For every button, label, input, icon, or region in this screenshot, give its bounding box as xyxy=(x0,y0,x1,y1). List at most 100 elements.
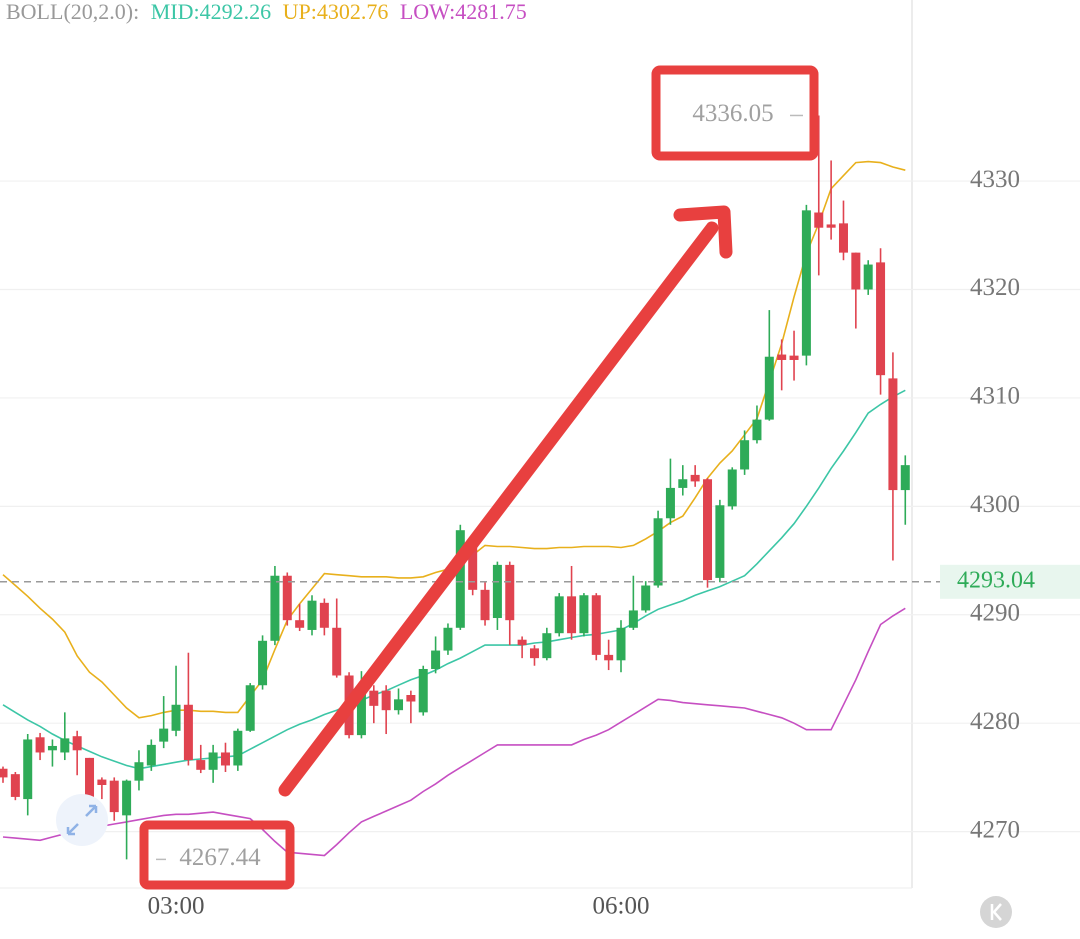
y-tick-label: 4280 xyxy=(970,708,1020,735)
legend-low: LOW:4281.75 xyxy=(400,0,527,24)
collapse-icon xyxy=(990,903,1002,921)
candle-body xyxy=(826,224,836,228)
y-tick-label: 4290 xyxy=(970,600,1020,627)
candle-body xyxy=(752,419,762,441)
highlight xyxy=(139,65,819,890)
band-line xyxy=(2,607,906,857)
candle-body xyxy=(517,639,527,646)
candle-body xyxy=(789,355,799,360)
candle-body xyxy=(394,699,404,711)
y-tick-label: 4330 xyxy=(970,166,1020,193)
candle-body xyxy=(529,648,539,659)
candle-body xyxy=(134,762,144,781)
y-tick-label: 4300 xyxy=(970,491,1020,518)
candle-body xyxy=(851,252,861,290)
legend: BOLL(20,2.0): MID:4292.26 UP:4302.76 LOW… xyxy=(6,0,527,24)
price-label: 4293.04 xyxy=(957,567,1035,593)
candle-body xyxy=(369,690,379,706)
candle-body xyxy=(282,575,292,621)
candle-body xyxy=(146,744,156,766)
candle-body xyxy=(109,780,119,813)
candle-body xyxy=(653,518,663,586)
candle-body xyxy=(0,768,8,778)
candle-body xyxy=(591,595,601,655)
candle-body xyxy=(418,668,428,713)
candle-body xyxy=(678,479,688,488)
candle-body xyxy=(183,704,193,761)
candle-body xyxy=(616,627,626,661)
expand-button[interactable] xyxy=(56,794,108,846)
candle-body xyxy=(295,620,305,628)
candle-body xyxy=(740,440,750,470)
expand-icon xyxy=(66,804,98,836)
candle-body xyxy=(431,650,441,669)
candle-body xyxy=(356,690,366,736)
candle-body xyxy=(381,690,391,711)
candle-body xyxy=(468,539,478,590)
candle-body xyxy=(505,564,515,621)
candle-body xyxy=(72,736,82,751)
legend-mid: MID:4292.26 xyxy=(151,0,271,24)
x-tick-label: 03:00 xyxy=(148,893,205,920)
min-label: 4267.44 xyxy=(179,844,261,871)
max-box xyxy=(651,65,819,161)
candle-body xyxy=(628,610,638,628)
x-tick-label: 06:00 xyxy=(593,893,650,920)
max-label: 4336.05 xyxy=(692,100,773,127)
candle-body xyxy=(10,774,20,797)
min-box xyxy=(139,820,295,890)
candle-body xyxy=(97,779,107,785)
candle-body xyxy=(838,223,848,253)
arrow-head xyxy=(673,205,733,259)
legend-up: UP:4302.76 xyxy=(283,0,389,24)
candle-body xyxy=(35,737,45,753)
candle-body xyxy=(715,505,725,578)
candle-body xyxy=(332,627,342,676)
candle-body xyxy=(814,212,824,228)
candle-body xyxy=(60,738,70,753)
y-tick-label: 4270 xyxy=(970,816,1020,843)
candle-body xyxy=(777,354,787,360)
band-line xyxy=(2,389,906,770)
candle-body xyxy=(85,757,95,797)
candle-body xyxy=(270,575,280,641)
candle-body xyxy=(47,745,57,751)
y-tick-label: 4320 xyxy=(970,274,1020,301)
candle-body xyxy=(159,728,169,742)
candle-body xyxy=(307,600,317,630)
indicator-label: BOLL(20,2.0): xyxy=(6,0,139,24)
candle-body xyxy=(727,469,737,507)
candle-body xyxy=(23,739,33,800)
candle-body xyxy=(876,262,886,376)
candle-body xyxy=(406,695,416,702)
candle-body xyxy=(665,487,675,519)
candle-body xyxy=(567,596,577,634)
candle-body xyxy=(443,627,453,651)
candle-body xyxy=(900,465,910,491)
candle-body xyxy=(196,760,206,770)
candle-body xyxy=(579,595,589,634)
candle-body xyxy=(258,640,268,686)
candle-body xyxy=(703,479,713,581)
price-tag xyxy=(940,564,1080,599)
candle-body xyxy=(480,589,490,621)
band-line xyxy=(2,160,906,719)
candle-body xyxy=(542,633,552,659)
candle-body xyxy=(801,210,811,356)
candle-body xyxy=(171,704,181,731)
candle-body xyxy=(888,378,898,491)
candle-body xyxy=(208,752,218,770)
candle-body xyxy=(319,602,329,628)
candle-body xyxy=(245,685,255,731)
candle-body xyxy=(863,264,873,290)
candle-body xyxy=(764,356,774,420)
candle-body xyxy=(233,730,243,766)
candle-body xyxy=(554,596,564,634)
candle-body xyxy=(492,564,502,619)
collapse-button[interactable] xyxy=(980,896,1012,928)
candle-body xyxy=(455,530,465,628)
candle-body xyxy=(122,780,132,816)
annotations: 4336.05 4267.44 4293.04 xyxy=(0,100,1080,871)
y-tick-label: 4310 xyxy=(970,383,1020,410)
